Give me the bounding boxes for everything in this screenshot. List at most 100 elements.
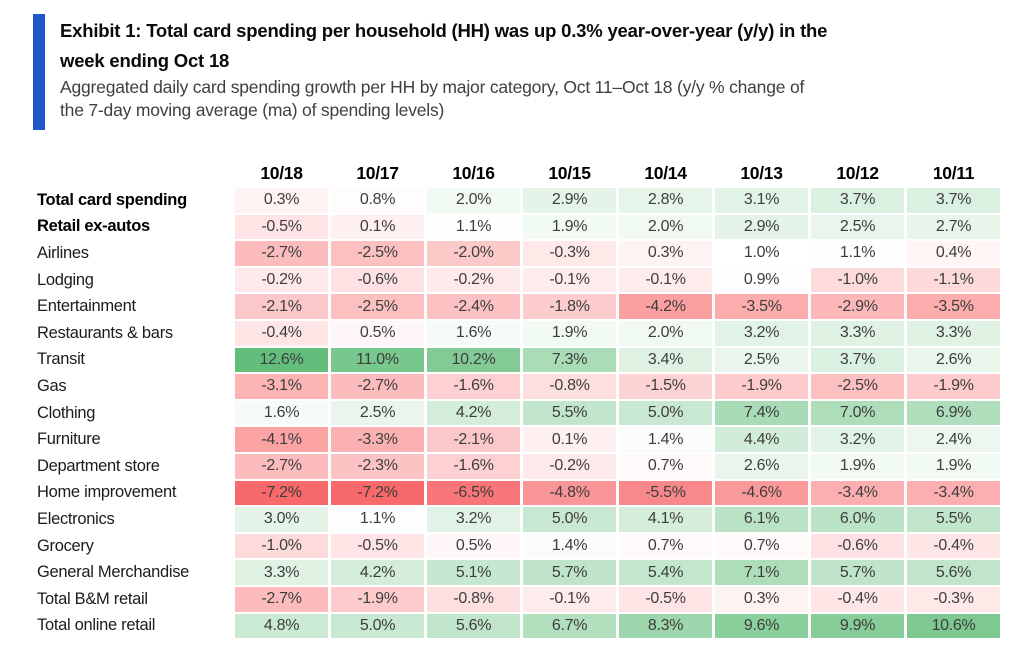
data-cell: 2.0% <box>619 214 712 240</box>
data-cell: 3.0% <box>235 507 328 532</box>
data-cell: -5.5% <box>619 480 712 506</box>
data-cell: 5.1% <box>427 560 520 585</box>
data-cell: 1.1% <box>331 507 424 532</box>
data-cell: 1.9% <box>811 453 904 479</box>
row-label: Total card spending <box>37 190 187 209</box>
data-cell: -0.4% <box>907 533 1000 559</box>
row-label: Electronics <box>37 509 115 528</box>
data-cell: -2.5% <box>331 241 424 266</box>
data-cell: 8.3% <box>619 613 712 639</box>
data-cell: 3.7% <box>811 347 904 373</box>
data-cell: -0.4% <box>811 586 904 612</box>
data-cell: -1.6% <box>427 453 520 479</box>
data-cell: -0.6% <box>331 267 424 293</box>
data-cell: 7.4% <box>715 400 808 426</box>
data-cell: 0.9% <box>715 267 808 293</box>
row-label: Furniture <box>37 430 101 449</box>
data-cell: 3.1% <box>715 188 808 213</box>
row-label: Total B&M retail <box>37 589 148 608</box>
data-cell: -1.0% <box>811 267 904 293</box>
data-cell: -2.7% <box>235 586 328 612</box>
column-header: 10/15 <box>548 162 591 183</box>
data-cell: 1.9% <box>523 320 616 346</box>
data-cell: 3.7% <box>811 188 904 213</box>
data-cell: 0.3% <box>619 241 712 266</box>
data-cell: 4.2% <box>427 400 520 426</box>
spending-heatmap-table: 10/18 10/17 10/16 10/15 10/14 10/13 10/12 10/11… <box>37 160 1000 639</box>
data-cell: 0.5% <box>331 320 424 346</box>
data-cell: -0.3% <box>907 586 1000 612</box>
exhibit-subtitle-line-1: Aggregated daily card spending growth pe… <box>60 77 805 97</box>
data-cell: 3.7% <box>907 188 1000 213</box>
data-cell: 2.0% <box>619 320 712 346</box>
data-cell: -2.1% <box>427 427 520 452</box>
data-cell: 2.6% <box>715 453 808 479</box>
data-cell: -0.1% <box>523 267 616 293</box>
data-cell: 3.2% <box>715 320 808 346</box>
data-cell: 2.5% <box>715 347 808 373</box>
data-cell: 6.1% <box>715 507 808 532</box>
data-cell: -1.9% <box>907 374 1000 399</box>
data-cell: -4.2% <box>619 294 712 319</box>
column-header: 10/17 <box>356 162 399 183</box>
exhibit-title-line-2: week ending Oct 18 <box>60 50 230 71</box>
data-cell: 2.5% <box>331 400 424 426</box>
data-cell: -7.2% <box>331 480 424 506</box>
data-cell: 0.1% <box>523 427 616 452</box>
data-cell: -0.2% <box>427 267 520 293</box>
data-cell: 4.8% <box>235 613 328 639</box>
data-cell: 5.0% <box>331 613 424 639</box>
column-header: 10/12 <box>836 162 879 183</box>
data-cell: 1.4% <box>619 427 712 452</box>
row-label: Home improvement <box>37 483 177 502</box>
data-cell: 2.9% <box>523 188 616 213</box>
data-cell: -1.0% <box>235 533 328 559</box>
row-label: Total online retail <box>37 616 156 635</box>
data-cell: 3.4% <box>619 347 712 373</box>
row-label: Entertainment <box>37 297 136 316</box>
row-label: Retail ex-autos <box>37 217 150 236</box>
row-label: Airlines <box>37 243 89 262</box>
data-cell: 4.2% <box>331 560 424 585</box>
data-cell: -3.4% <box>907 480 1000 506</box>
column-header: 10/18 <box>260 162 303 183</box>
data-cell: 1.6% <box>427 320 520 346</box>
data-cell: -2.7% <box>235 241 328 266</box>
data-cell: 0.7% <box>619 533 712 559</box>
data-cell: 0.7% <box>715 533 808 559</box>
data-cell: 5.7% <box>523 560 616 585</box>
data-cell: 2.6% <box>907 347 1000 373</box>
data-cell: -0.8% <box>523 374 616 399</box>
column-header: 10/11 <box>932 162 975 183</box>
row-label: Gas <box>37 376 67 395</box>
data-cell: -0.6% <box>811 533 904 559</box>
data-cell: -2.7% <box>331 374 424 399</box>
data-cell: -0.5% <box>235 214 328 240</box>
data-cell: -3.5% <box>907 294 1000 319</box>
data-cell: 0.4% <box>907 241 1000 266</box>
data-cell: -1.5% <box>619 374 712 399</box>
data-cell: -2.0% <box>427 241 520 266</box>
data-cell: -0.1% <box>619 267 712 293</box>
data-cell: -0.1% <box>523 586 616 612</box>
data-cell: -2.3% <box>331 453 424 479</box>
data-cell: -0.2% <box>523 453 616 479</box>
data-cell: -0.5% <box>619 586 712 612</box>
data-cell: -1.9% <box>331 586 424 612</box>
data-cell: 1.9% <box>523 214 616 240</box>
data-cell: 5.5% <box>907 507 1000 532</box>
data-cell: 7.1% <box>715 560 808 585</box>
data-cell: 6.0% <box>811 507 904 532</box>
data-cell: -3.1% <box>235 374 328 399</box>
exhibit-subtitle-line-2: the 7-day moving average (ma) of spendin… <box>60 100 445 120</box>
data-cell: 11.0% <box>331 347 424 373</box>
data-cell: 0.3% <box>715 586 808 612</box>
data-cell: 5.6% <box>907 560 1000 585</box>
exhibit-header: Exhibit 1: Total card spending per house… <box>60 16 995 122</box>
data-cell: 2.4% <box>907 427 1000 452</box>
data-cell: 1.1% <box>811 241 904 266</box>
data-cell: -1.9% <box>715 374 808 399</box>
exhibit-title-line-1: Exhibit 1: Total card spending per house… <box>60 20 828 41</box>
data-cell: 12.6% <box>235 347 328 373</box>
data-cell: 9.6% <box>715 613 808 639</box>
